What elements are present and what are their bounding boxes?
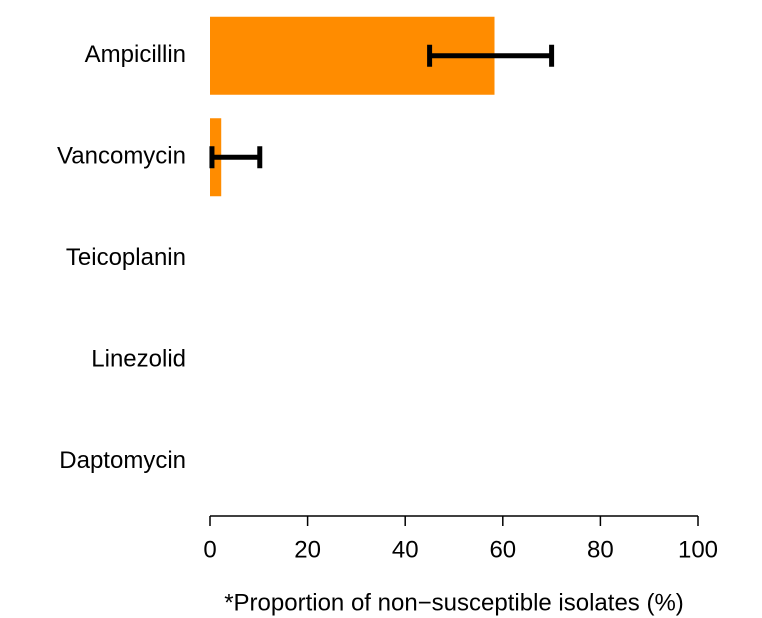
y-tick-label: Ampicillin [85, 41, 186, 68]
y-tick-label: Daptomycin [59, 447, 186, 474]
y-tick-label: Vancomycin [57, 143, 186, 170]
y-tick-label: Teicoplanin [66, 244, 186, 271]
x-tick-label: 40 [392, 536, 419, 563]
x-tick-label: 20 [294, 536, 321, 563]
x-tick-label: 0 [203, 536, 216, 563]
x-tick-label: 80 [587, 536, 614, 563]
y-tick-label: Linezolid [91, 346, 186, 373]
x-axis-title: *Proportion of non−susceptible isolates … [224, 589, 684, 616]
x-tick-label: 100 [678, 536, 718, 563]
error-bar [209, 146, 263, 169]
x-tick-label: 60 [489, 536, 516, 563]
error-bar [427, 44, 555, 67]
